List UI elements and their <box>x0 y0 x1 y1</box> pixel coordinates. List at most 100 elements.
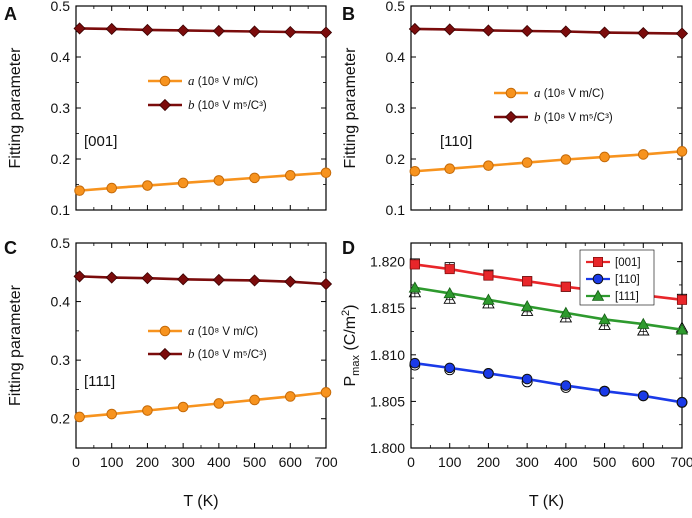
series-a-line <box>414 150 683 173</box>
x-axis-label: T (K) <box>529 493 564 510</box>
x-tick-label: 200 <box>136 454 160 470</box>
series-a-point <box>409 165 421 177</box>
x-tick-label: 0 <box>72 454 80 470</box>
series-111-point <box>443 286 456 299</box>
panel-b: B 0.1 0.2 0.3 0.4 0.5 Fitting parameter a (10⁸ … <box>342 0 689 218</box>
legend-units: (10⁸ V m⁵/C³) <box>541 112 613 124</box>
series-b-point <box>319 277 333 291</box>
series-b-point <box>248 274 261 287</box>
legend-marker <box>159 325 171 337</box>
legend-label: a (10⁸ V m/C) <box>188 323 258 338</box>
series-110-point <box>560 380 572 391</box>
legend-symbol: a <box>188 323 195 338</box>
series-a-point <box>599 151 610 163</box>
series-a-point <box>320 167 332 179</box>
y-axis-label-sub: max <box>350 355 362 376</box>
legend-units: (10⁸ V m/C) <box>541 88 605 100</box>
series-b-point <box>73 270 86 283</box>
series-001-point <box>560 281 571 292</box>
x-axis-label: T (K) <box>183 493 218 510</box>
legend-units: (10⁸ V m/C) <box>195 326 259 338</box>
legend-label: [111] <box>615 291 639 303</box>
y-axis-label-unit: (C/m <box>342 316 359 355</box>
y-tick-label: 1.810 <box>370 347 405 363</box>
series-a-line <box>79 391 327 419</box>
series-a-point <box>444 163 456 174</box>
y-tick-label: 0.1 <box>51 202 71 218</box>
series-110-point <box>599 385 610 397</box>
series-111-point <box>598 313 611 325</box>
y-axis-label-sup: 2 <box>340 310 352 316</box>
legend-symbol: b <box>188 346 195 361</box>
series-a-point <box>637 149 649 160</box>
legend-symbol: a <box>534 85 541 100</box>
series-a-point <box>249 394 260 406</box>
series-b-point <box>319 26 333 39</box>
series-a-point <box>249 172 260 184</box>
series-b-point <box>212 24 225 38</box>
series-b-point <box>105 22 118 36</box>
series-110-point <box>444 362 456 374</box>
panel-label: D <box>342 238 355 258</box>
y-tick-label: 1.800 <box>370 440 405 456</box>
orientation-annotation: [110] <box>440 133 472 150</box>
legend-marker <box>158 347 172 361</box>
series-a-point <box>106 408 118 420</box>
series-a-point <box>74 185 85 196</box>
series-110-point <box>483 368 494 379</box>
series-b-point <box>521 24 534 38</box>
legend-units: (10⁸ V m⁵/C³) <box>195 100 267 112</box>
legend-label: a (10⁸ V m/C) <box>188 73 258 88</box>
series-001-point <box>522 276 533 287</box>
x-tick-label: 0 <box>407 454 415 470</box>
series-b-point <box>598 26 611 39</box>
series-111-point <box>637 317 650 329</box>
panel-label: C <box>4 238 17 258</box>
legend-label: b (10⁸ V m⁵/C³) <box>188 346 267 361</box>
y-tick-label: 1.805 <box>370 393 405 409</box>
series-111-point <box>520 300 534 312</box>
series-111-line <box>414 286 683 331</box>
x-tick-label: 100 <box>438 454 462 470</box>
legend-symbol: b <box>534 109 541 124</box>
x-tick-label: 400 <box>207 454 231 470</box>
series-b-point <box>443 23 456 36</box>
series-b-point <box>177 24 190 37</box>
series-a-point <box>483 160 494 171</box>
y-axis-label-close: ) <box>342 304 359 309</box>
series-001-point <box>444 264 455 275</box>
series-a-point <box>106 182 118 194</box>
y-tick-label: 0.3 <box>51 352 71 368</box>
y-tick-label: 0.2 <box>51 151 71 167</box>
y-tick-label: 1.820 <box>370 254 405 270</box>
series-110-line <box>414 361 683 404</box>
y-tick-label: 0.1 <box>386 202 406 218</box>
series-b-point <box>177 273 190 286</box>
series-a-point <box>320 387 332 398</box>
legend-label: [110] <box>615 274 640 286</box>
legend-symbol: b <box>188 97 195 112</box>
y-axis-label: Pmax (C/m2) <box>340 304 362 386</box>
series-a-point <box>177 401 189 413</box>
series-b-point <box>248 25 261 38</box>
series-111-point <box>408 281 422 293</box>
y-tick-label: 0.3 <box>386 100 406 116</box>
series-b-line <box>414 27 683 35</box>
series-b-point <box>284 275 297 288</box>
series-001-point <box>483 270 494 281</box>
series-110-point <box>521 373 533 385</box>
legend-marker <box>158 98 172 112</box>
series-b-point <box>559 25 572 38</box>
legend-box <box>579 249 655 306</box>
series-a-point <box>213 175 225 186</box>
legend-label: [001] <box>615 257 641 269</box>
y-tick-label: 0.5 <box>51 0 71 14</box>
series-b-point <box>637 26 650 40</box>
y-tick-label: 0.2 <box>386 151 406 167</box>
y-tick-label: 0.3 <box>51 100 71 116</box>
legend-label: b (10⁸ V m⁵/C³) <box>534 109 613 124</box>
panel-a: A 0.1 0.2 0.3 0.4 0.5 Fitting parameter a (10⁸ … <box>4 0 333 218</box>
legend-marker <box>505 87 517 99</box>
series-b-point <box>284 25 297 39</box>
